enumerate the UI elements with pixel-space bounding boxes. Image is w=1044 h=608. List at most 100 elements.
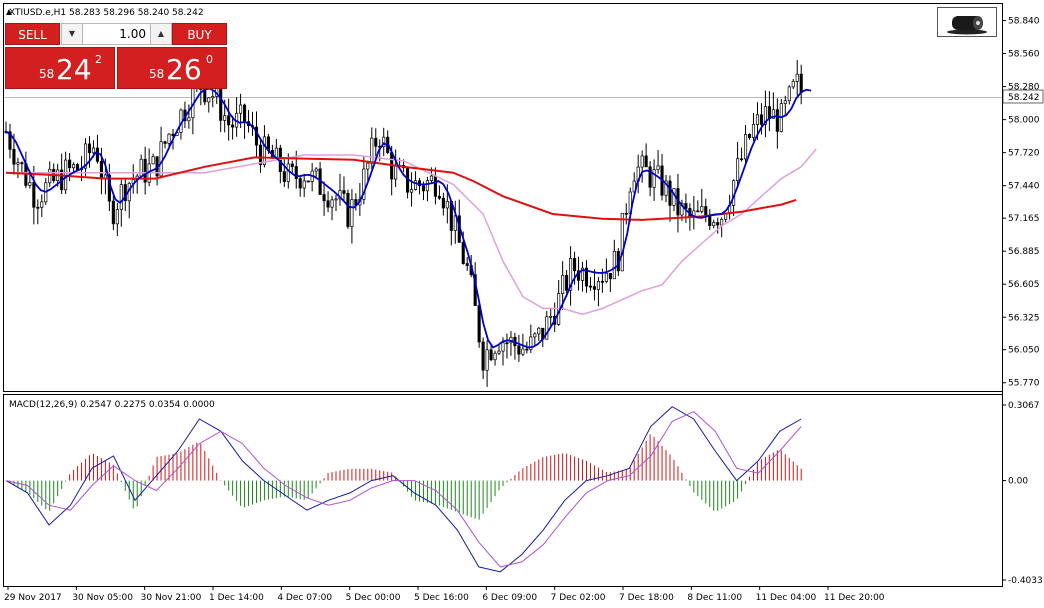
- candle-body: [716, 222, 720, 226]
- candle-body: [704, 206, 708, 216]
- candle-body: [771, 109, 775, 119]
- time-tick-label: 30 Nov 21:00: [141, 593, 202, 603]
- candle-body: [239, 104, 243, 114]
- candle-body: [290, 163, 294, 167]
- candle-body: [167, 133, 171, 144]
- candle-body: [429, 175, 433, 182]
- price-axis: 58.840 58.560 58.280 58.000 57.720 57.440 57.1…: [1002, 17, 1040, 389]
- time-tick-label: 30 Nov 05:00: [72, 593, 133, 603]
- candle-body: [787, 86, 791, 102]
- price-tick-label: 56.605: [1008, 280, 1040, 290]
- slow-ma-line: [5, 156, 797, 221]
- candle-body: [286, 163, 290, 182]
- candle-body: [712, 222, 716, 226]
- candle-body: [656, 165, 660, 171]
- candle-body: [425, 180, 430, 192]
- candle-body: [791, 81, 795, 88]
- candle-body: [652, 169, 656, 188]
- candle-body: [664, 180, 668, 196]
- candle-body: [640, 155, 644, 168]
- candle-body: [612, 251, 616, 280]
- time-tick-label: 5 Dec 00:00: [346, 593, 401, 603]
- candle-body: [799, 73, 803, 93]
- sell-price-prefix: 58: [39, 67, 55, 81]
- candle-body: [569, 258, 573, 291]
- candle-body: [517, 345, 521, 355]
- candle-body: [537, 327, 541, 335]
- candle-body: [561, 274, 565, 294]
- candle-body: [151, 156, 155, 165]
- candle-body: [624, 212, 628, 215]
- candle-body: [437, 195, 441, 199]
- lot-decrease-button[interactable]: ▼: [61, 23, 83, 45]
- time-tick-label: 1 Dec 14:00: [209, 593, 264, 603]
- candle-body: [529, 336, 533, 350]
- candle-body: [8, 131, 12, 150]
- candle-body: [394, 165, 398, 180]
- candle-body: [374, 137, 378, 147]
- candle-body: [91, 147, 96, 154]
- candle-body: [565, 274, 569, 291]
- candle-body: [36, 206, 40, 209]
- candle-body: [533, 333, 537, 338]
- broker-logo[interactable]: [937, 7, 997, 37]
- candle-body: [751, 124, 756, 138]
- lot-size-input[interactable]: [83, 23, 150, 45]
- macd-tick-label: 0.00: [1008, 477, 1028, 487]
- candle-body: [326, 200, 330, 208]
- candle-body: [111, 200, 115, 225]
- candle-body: [644, 155, 648, 168]
- candle-body: [445, 200, 449, 209]
- candle-body: [366, 162, 370, 170]
- candle-body: [243, 104, 247, 122]
- oil-barrel-icon: [947, 16, 987, 35]
- sell-price-sup: 2: [95, 53, 102, 66]
- time-tick-label: 7 Dec 18:00: [619, 593, 674, 603]
- price-tick-label: 57.440: [1008, 182, 1040, 192]
- candle-body: [501, 342, 505, 352]
- candle-body: [262, 136, 266, 166]
- candle-body: [600, 280, 604, 283]
- candle-body: [16, 162, 20, 165]
- time-tick-label: 5 Dec 16:00: [414, 593, 469, 603]
- buy-price-button[interactable]: 58 26 0: [117, 47, 227, 89]
- candle-body: [306, 180, 310, 183]
- candle-body: [668, 180, 672, 206]
- macd-tick-label: 0.3067: [1008, 401, 1040, 411]
- price-tick-label: 56.325: [1008, 313, 1040, 323]
- candle-body: [187, 117, 191, 122]
- candle-body: [489, 349, 493, 361]
- lot-increase-button[interactable]: ▲: [150, 23, 172, 45]
- candle-body: [592, 286, 596, 290]
- macd-tick-label: -0.4033: [1008, 576, 1043, 586]
- candle-body: [755, 114, 760, 125]
- candle-body: [346, 193, 350, 227]
- last-price-tag: 58.242: [1008, 93, 1040, 103]
- candle-body: [481, 341, 485, 371]
- candle-body: [294, 166, 298, 179]
- candle-body: [740, 158, 744, 161]
- candle-body: [696, 210, 700, 213]
- candle-body: [477, 305, 481, 343]
- candle-body: [493, 352, 497, 361]
- time-tick-label: 11 Dec 04:00: [756, 593, 817, 603]
- buy-button[interactable]: BUY: [172, 23, 227, 45]
- time-tick-label: 29 Nov 2017: [4, 593, 62, 603]
- candle-body: [648, 166, 652, 188]
- candle-body: [421, 185, 426, 192]
- candle-body: [362, 168, 366, 200]
- candle-body: [302, 180, 306, 189]
- price-tick-label: 55.770: [1008, 379, 1040, 389]
- triangle-up-icon[interactable]: [6, 9, 12, 15]
- price-tick-label: 57.720: [1008, 149, 1040, 159]
- sell-button[interactable]: SELL: [5, 23, 60, 45]
- buy-price-prefix: 58: [149, 67, 165, 81]
- candle-body: [433, 175, 437, 197]
- candle-body: [330, 199, 334, 208]
- candle-body: [95, 147, 99, 162]
- candle-body: [68, 159, 72, 169]
- candle-body: [314, 168, 318, 172]
- last-price-tag-box: [1002, 89, 1044, 104]
- sell-price-button[interactable]: 58 24 2: [5, 47, 115, 89]
